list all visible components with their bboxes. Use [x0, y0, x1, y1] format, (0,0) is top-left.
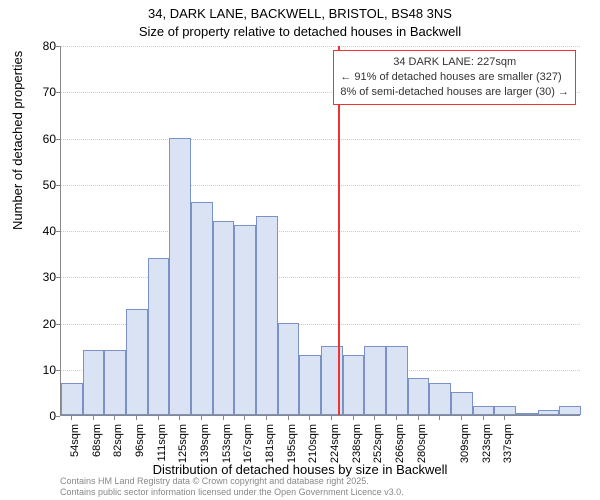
ytick-mark: [56, 139, 60, 140]
xtick-mark: [179, 416, 180, 420]
histogram-bar: [169, 138, 191, 416]
histogram-bar: [408, 378, 430, 415]
annotation-box: 34 DARK LANE: 227sqm← 91% of detached ho…: [333, 50, 576, 105]
histogram-bar: [148, 258, 170, 415]
gridline: [61, 277, 580, 278]
histogram-bar: [191, 202, 213, 415]
x-axis-label: Distribution of detached houses by size …: [0, 462, 600, 477]
ytick-mark: [56, 277, 60, 278]
annotation-line: 8% of semi-detached houses are larger (3…: [340, 85, 569, 100]
ytick-label: 40: [26, 224, 56, 238]
ytick-label: 60: [26, 132, 56, 146]
footer-line-2: Contains public sector information licen…: [60, 487, 404, 498]
xtick-mark: [71, 416, 72, 420]
histogram-bar: [278, 323, 300, 416]
annotation-line: 34 DARK LANE: 227sqm: [340, 55, 569, 70]
histogram-bar: [83, 350, 105, 415]
xtick-mark: [353, 416, 354, 420]
ytick-label: 80: [26, 39, 56, 53]
xtick-mark: [374, 416, 375, 420]
ytick-label: 20: [26, 317, 56, 331]
xtick-mark: [114, 416, 115, 420]
ytick-mark: [56, 416, 60, 417]
xtick-mark: [288, 416, 289, 420]
plot-area: 34 DARK LANE: 227sqm← 91% of detached ho…: [60, 46, 580, 416]
xtick-mark: [201, 416, 202, 420]
histogram-bar: [234, 225, 256, 415]
histogram-bar: [364, 346, 386, 415]
xtick-mark: [483, 416, 484, 420]
xtick-mark: [396, 416, 397, 420]
histogram-bar: [104, 350, 126, 415]
xtick-mark: [158, 416, 159, 420]
gridline: [61, 185, 580, 186]
footer-attribution: Contains HM Land Registry data © Crown c…: [60, 476, 404, 498]
chart-container: 34, DARK LANE, BACKWELL, BRISTOL, BS48 3…: [0, 0, 600, 500]
ytick-mark: [56, 324, 60, 325]
xtick-mark: [309, 416, 310, 420]
histogram-bar: [516, 413, 538, 415]
histogram-bar: [494, 406, 516, 415]
xtick-mark: [136, 416, 137, 420]
histogram-bar: [126, 309, 148, 415]
xtick-mark: [244, 416, 245, 420]
ytick-mark: [56, 46, 60, 47]
ytick-label: 10: [26, 363, 56, 377]
gridline: [61, 139, 580, 140]
ytick-mark: [56, 231, 60, 232]
histogram-bar: [538, 410, 560, 415]
xtick-mark: [331, 416, 332, 420]
title-line-1: 34, DARK LANE, BACKWELL, BRISTOL, BS48 3…: [0, 6, 600, 21]
ytick-mark: [56, 370, 60, 371]
histogram-bar: [213, 221, 235, 415]
histogram-bar: [256, 216, 278, 415]
xtick-mark: [223, 416, 224, 420]
histogram-bar: [429, 383, 451, 415]
gridline: [61, 46, 580, 47]
histogram-bar: [451, 392, 473, 415]
xtick-mark: [461, 416, 462, 420]
ytick-label: 0: [26, 409, 56, 423]
histogram-bar: [299, 355, 321, 415]
histogram-bar: [473, 406, 495, 415]
histogram-bar: [343, 355, 365, 415]
xtick-mark: [439, 416, 440, 420]
ytick-label: 70: [26, 85, 56, 99]
ytick-mark: [56, 185, 60, 186]
y-axis-label: Number of detached properties: [10, 51, 25, 230]
xtick-mark: [93, 416, 94, 420]
histogram-bar: [559, 406, 581, 415]
histogram-bar: [61, 383, 83, 415]
ytick-label: 50: [26, 178, 56, 192]
xtick-mark: [504, 416, 505, 420]
ytick-mark: [56, 92, 60, 93]
histogram-bar: [386, 346, 408, 415]
annotation-line: ← 91% of detached houses are smaller (32…: [340, 70, 569, 85]
xtick-mark: [266, 416, 267, 420]
gridline: [61, 231, 580, 232]
title-line-2: Size of property relative to detached ho…: [0, 24, 600, 39]
footer-line-1: Contains HM Land Registry data © Crown c…: [60, 476, 404, 487]
xtick-mark: [418, 416, 419, 420]
ytick-label: 30: [26, 270, 56, 284]
